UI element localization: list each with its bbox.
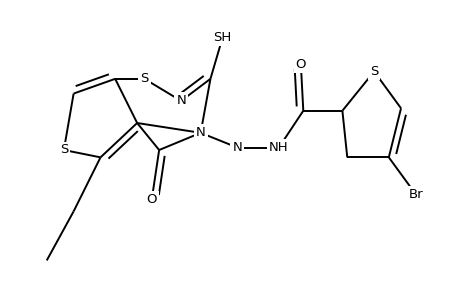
Text: Br: Br	[408, 188, 422, 201]
Text: SH: SH	[213, 31, 231, 44]
Text: NH: NH	[269, 141, 288, 154]
Text: N: N	[196, 126, 205, 139]
Text: O: O	[146, 193, 157, 206]
Text: O: O	[295, 58, 305, 70]
Text: S: S	[60, 143, 68, 157]
Text: N: N	[232, 141, 242, 154]
Text: S: S	[140, 72, 148, 85]
Text: N: N	[176, 94, 185, 107]
Text: S: S	[369, 65, 377, 78]
